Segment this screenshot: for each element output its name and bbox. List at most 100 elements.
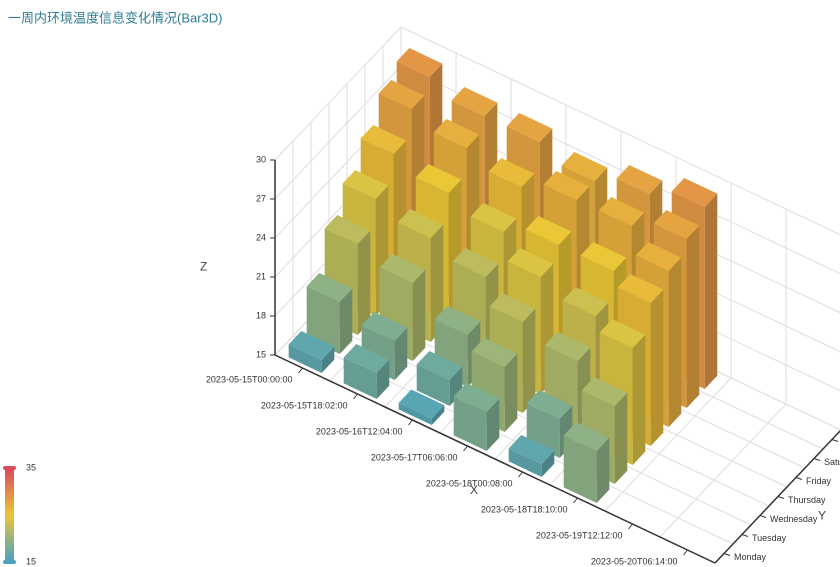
x-tick <box>628 523 633 530</box>
bar-side <box>376 359 390 399</box>
bar-top <box>306 273 353 302</box>
bar-top <box>397 209 444 238</box>
bar-front <box>563 435 597 503</box>
floor-grid-line <box>659 403 787 538</box>
bar-top <box>561 152 608 181</box>
bar-top <box>398 389 445 419</box>
x-tick-label: 2023-05-20T06:14:00 <box>591 556 678 566</box>
x-tick <box>573 497 578 504</box>
bar-top <box>361 312 408 341</box>
x-tick <box>408 419 413 426</box>
bar-top <box>434 306 481 335</box>
bar-top <box>415 164 462 193</box>
bar-top <box>543 171 590 200</box>
y-tick <box>813 458 821 461</box>
y-tick <box>795 477 803 480</box>
bar-top <box>471 338 518 367</box>
y-tick-label: Wednesday <box>770 514 818 524</box>
y-tick-label: Thursday <box>788 495 826 505</box>
bar-top <box>562 287 609 316</box>
x-tick <box>518 471 523 478</box>
bar-top <box>507 248 554 277</box>
bar-side <box>650 289 664 446</box>
bar-top <box>489 293 536 322</box>
grid-line <box>274 26 840 236</box>
z-tick-label: 30 <box>256 154 266 164</box>
y-tick <box>777 496 785 499</box>
bar-side <box>431 405 445 425</box>
visual-map-handle <box>3 560 16 564</box>
bar-side <box>632 334 646 465</box>
bar-top <box>599 319 646 348</box>
bar <box>306 273 353 354</box>
bar-top <box>453 383 500 412</box>
bar-side <box>449 366 463 406</box>
bar <box>343 344 390 399</box>
z-tick-label: 21 <box>256 271 266 281</box>
bar <box>416 351 463 406</box>
bar-side <box>394 327 408 380</box>
y-tick-label: Saturday <box>824 457 840 467</box>
bar <box>563 422 610 503</box>
bar-top <box>343 344 390 373</box>
y-tick-label: Monday <box>734 552 767 562</box>
bar-side <box>321 346 335 373</box>
x-tick-label: 2023-05-15T00:00:00 <box>206 374 293 384</box>
bar-top <box>288 331 335 360</box>
bar-top <box>452 248 499 277</box>
bar-side <box>596 437 610 503</box>
bar <box>288 331 335 373</box>
visual-map-min: 15 <box>26 556 36 566</box>
bar-side <box>339 288 353 354</box>
x-tick <box>683 549 688 556</box>
bar-side <box>704 193 718 389</box>
x-tick-label: 2023-05-18T18:10:00 <box>481 504 568 514</box>
z-tick-label: 24 <box>256 232 266 242</box>
bar-top <box>416 351 463 380</box>
bar <box>398 389 445 425</box>
bar-top <box>324 215 371 244</box>
bar-side <box>668 257 682 427</box>
bar-top <box>544 332 591 361</box>
x-tick-label: 2023-05-17T06:06:00 <box>371 452 458 462</box>
y-tick <box>741 534 749 537</box>
x-tick <box>353 393 358 400</box>
bar-front <box>343 357 377 399</box>
bar-side <box>614 392 628 484</box>
visual-map-max: 35 <box>26 462 36 472</box>
bar-side <box>486 398 500 451</box>
x-tick <box>463 445 468 452</box>
bar-top <box>671 178 718 207</box>
bar-top <box>525 216 572 245</box>
bar-side <box>504 353 518 432</box>
axis-line <box>274 354 716 564</box>
bar-top <box>581 377 628 406</box>
z-axis-name: Z <box>200 260 207 274</box>
bar <box>508 435 555 477</box>
z-tick-label: 15 <box>256 349 266 359</box>
y-tick <box>831 439 839 442</box>
bar-front <box>416 364 450 406</box>
z-tick-label: 18 <box>256 310 266 320</box>
floor-grid-line <box>604 377 732 512</box>
x-tick-label: 2023-05-18T00:08:00 <box>426 478 513 488</box>
bar-top <box>635 242 682 271</box>
y-tick <box>759 515 767 518</box>
bar-top <box>451 87 498 116</box>
bar-top <box>378 80 425 109</box>
bar-side <box>357 230 371 335</box>
bar-top <box>598 197 645 226</box>
bar-top <box>616 165 663 194</box>
bar-top <box>433 119 480 148</box>
bar-top <box>653 210 700 239</box>
bar-top <box>506 113 553 142</box>
x-tick-label: 2023-05-19T12:12:00 <box>536 530 623 540</box>
bar-top <box>360 125 407 154</box>
bar <box>526 390 573 458</box>
bar-side <box>686 225 700 408</box>
bar-front <box>508 448 542 477</box>
bar-side <box>430 224 444 342</box>
bar <box>453 383 500 451</box>
bar-top <box>379 254 426 283</box>
